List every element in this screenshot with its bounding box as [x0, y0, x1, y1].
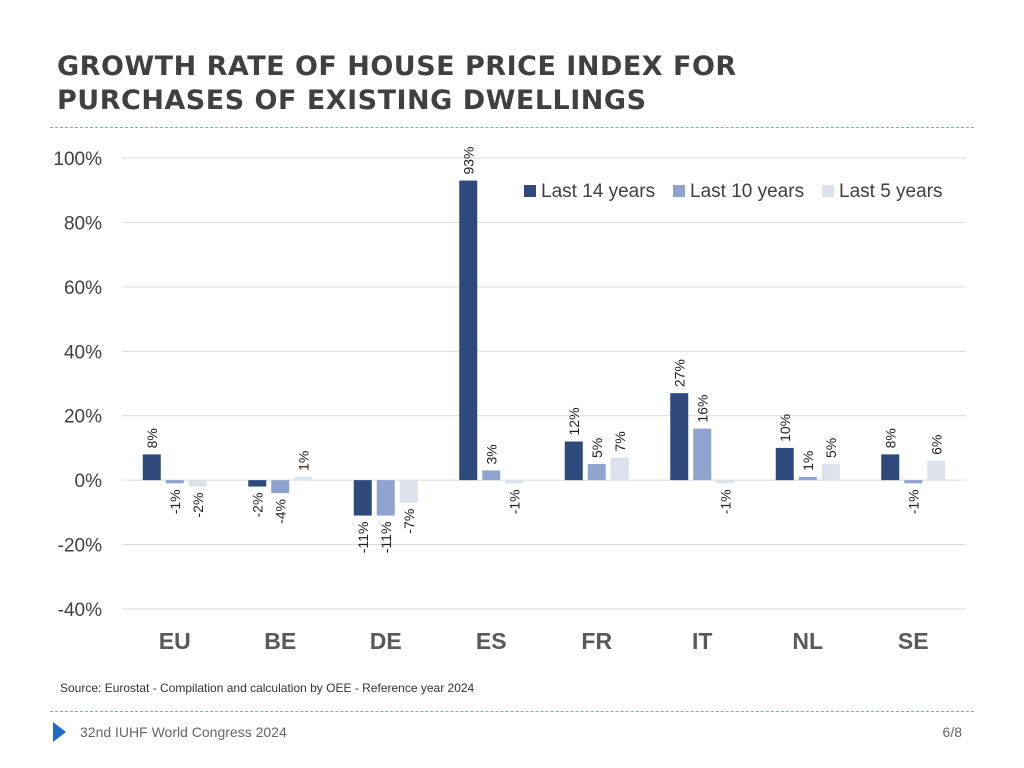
bar: [165, 480, 184, 484]
data-label: 8%: [882, 428, 898, 448]
data-label: 1%: [295, 451, 311, 471]
data-labels: 8% -1% -2% -2% -4% 1% -11% -11% -7% 93% 3% -1% 12% 5%…: [144, 147, 945, 554]
page-number: 6/8: [942, 724, 962, 740]
data-label: -1%: [167, 489, 183, 514]
bar: [376, 480, 395, 516]
bar: [271, 480, 290, 494]
data-label: -2%: [249, 493, 265, 518]
legend-swatch: [524, 185, 536, 197]
bar: [564, 441, 583, 481]
bar: [821, 464, 840, 481]
bar: [482, 470, 501, 481]
data-label: 3%: [483, 444, 499, 464]
data-label: 6%: [928, 435, 944, 455]
category-label: ES: [476, 628, 507, 654]
y-tick-label: 80%: [64, 213, 102, 234]
y-axis-ticks: -40% -20% 0% 20% 40% 60% 80% 100%: [53, 149, 102, 621]
bar: [904, 480, 923, 484]
data-label: 8%: [144, 428, 160, 448]
legend-swatch: [822, 185, 834, 197]
data-label: 5%: [589, 438, 605, 458]
data-label: 27%: [671, 359, 687, 387]
data-label: -1%: [506, 489, 522, 514]
legend-label: Last 5 years: [839, 181, 943, 202]
y-tick-label: 0%: [75, 471, 103, 492]
category-label: FR: [581, 628, 612, 654]
category-label: IT: [692, 628, 712, 654]
slide-title-line-1: GROWTH RATE OF HOUSE PRICE INDEX FOR: [57, 51, 737, 82]
y-tick-label: -20%: [58, 536, 102, 557]
play-arrow-icon: [53, 722, 66, 742]
slide-title: GROWTH RATE OF HOUSE PRICE INDEX FOR PUR…: [57, 50, 737, 118]
legend-label: Last 14 years: [541, 181, 655, 202]
data-label: 1%: [800, 451, 816, 471]
x-axis-categories: EU BE DE ES FR IT NL SE: [159, 628, 929, 654]
bar: [610, 457, 629, 481]
bar: [798, 476, 817, 481]
data-label: -11%: [355, 522, 371, 554]
data-label: -4%: [272, 499, 288, 524]
bar: [459, 180, 478, 481]
footer-event: 32nd IUHF World Congress 2024: [80, 724, 287, 740]
data-label: 12%: [566, 407, 582, 435]
bar: [587, 464, 606, 481]
category-label: EU: [159, 628, 191, 654]
legend-label: Last 10 years: [690, 181, 804, 202]
data-label: -1%: [717, 489, 733, 514]
y-tick-label: 20%: [64, 407, 102, 428]
legend: Last 14 years Last 10 years Last 5 years: [524, 181, 943, 202]
data-label: 5%: [823, 438, 839, 458]
category-label: NL: [792, 628, 823, 654]
y-tick-label: 60%: [64, 278, 102, 299]
data-label: 16%: [694, 395, 710, 423]
y-tick-label: -40%: [58, 600, 102, 621]
bar: [693, 428, 712, 481]
bars: [142, 180, 946, 516]
bar: [670, 393, 689, 481]
legend-swatch: [673, 185, 685, 197]
bar: [716, 480, 735, 484]
data-label: -11%: [378, 522, 394, 554]
bar: [399, 480, 418, 503]
bar: [142, 454, 161, 481]
data-label: -1%: [905, 489, 921, 514]
y-tick-label: 100%: [53, 149, 102, 170]
bar: [505, 480, 524, 484]
bar: [775, 447, 794, 481]
bar: [294, 476, 313, 481]
bar: [188, 480, 207, 487]
bar: [881, 454, 900, 481]
slide-title-line-2: PURCHASES OF EXISTING DWELLINGS: [57, 85, 647, 116]
category-label: SE: [898, 628, 929, 654]
category-label: DE: [370, 628, 402, 654]
bar: [927, 460, 946, 481]
data-label: 10%: [777, 414, 793, 442]
bar: [248, 480, 267, 487]
data-label: -2%: [190, 493, 206, 518]
data-label: 7%: [612, 431, 628, 451]
gridlines: [122, 157, 966, 610]
bar: [353, 480, 372, 516]
data-label: -7%: [401, 509, 417, 534]
y-tick-label: 40%: [64, 342, 102, 363]
bar-chart: -40% -20% 0% 20% 40% 60% 80% 100% 8% -1% -2% -2% -4…: [53, 147, 966, 654]
title-divider: [50, 127, 974, 128]
source-note: Source: Eurostat - Compilation and calcu…: [60, 681, 475, 695]
data-label: 93%: [460, 147, 476, 175]
category-label: BE: [264, 628, 296, 654]
footer-divider: [50, 711, 974, 712]
